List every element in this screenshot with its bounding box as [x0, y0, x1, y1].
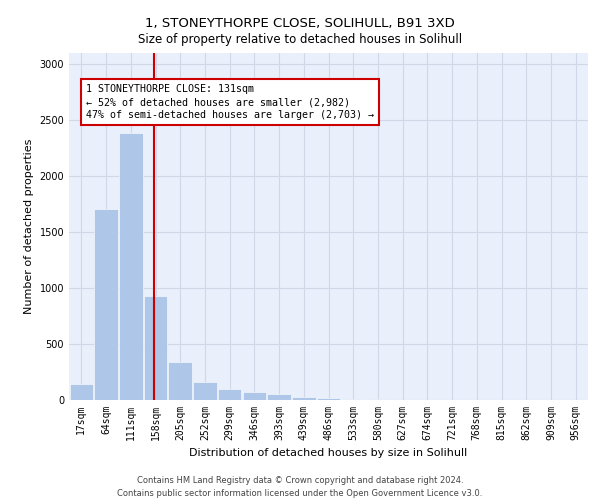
Y-axis label: Number of detached properties: Number of detached properties [24, 138, 34, 314]
Bar [94, 210, 118, 400]
Text: Contains HM Land Registry data © Crown copyright and database right 2024.
Contai: Contains HM Land Registry data © Crown c… [118, 476, 482, 498]
X-axis label: Distribution of detached houses by size in Solihull: Distribution of detached houses by size … [190, 448, 467, 458]
Text: Size of property relative to detached houses in Solihull: Size of property relative to detached ho… [138, 32, 462, 46]
Bar [144, 296, 167, 400]
Bar [317, 398, 340, 400]
Bar [292, 396, 316, 400]
Bar [169, 362, 192, 400]
Bar [242, 392, 266, 400]
Text: 1, STONEYTHORPE CLOSE, SOLIHULL, B91 3XD: 1, STONEYTHORPE CLOSE, SOLIHULL, B91 3XD [145, 18, 455, 30]
Bar [70, 384, 93, 400]
Bar [341, 399, 365, 400]
Bar [193, 382, 217, 400]
Bar [268, 394, 291, 400]
Text: 1 STONEYTHORPE CLOSE: 131sqm
← 52% of detached houses are smaller (2,982)
47% of: 1 STONEYTHORPE CLOSE: 131sqm ← 52% of de… [86, 84, 374, 120]
Bar [119, 133, 143, 400]
Bar [218, 390, 241, 400]
